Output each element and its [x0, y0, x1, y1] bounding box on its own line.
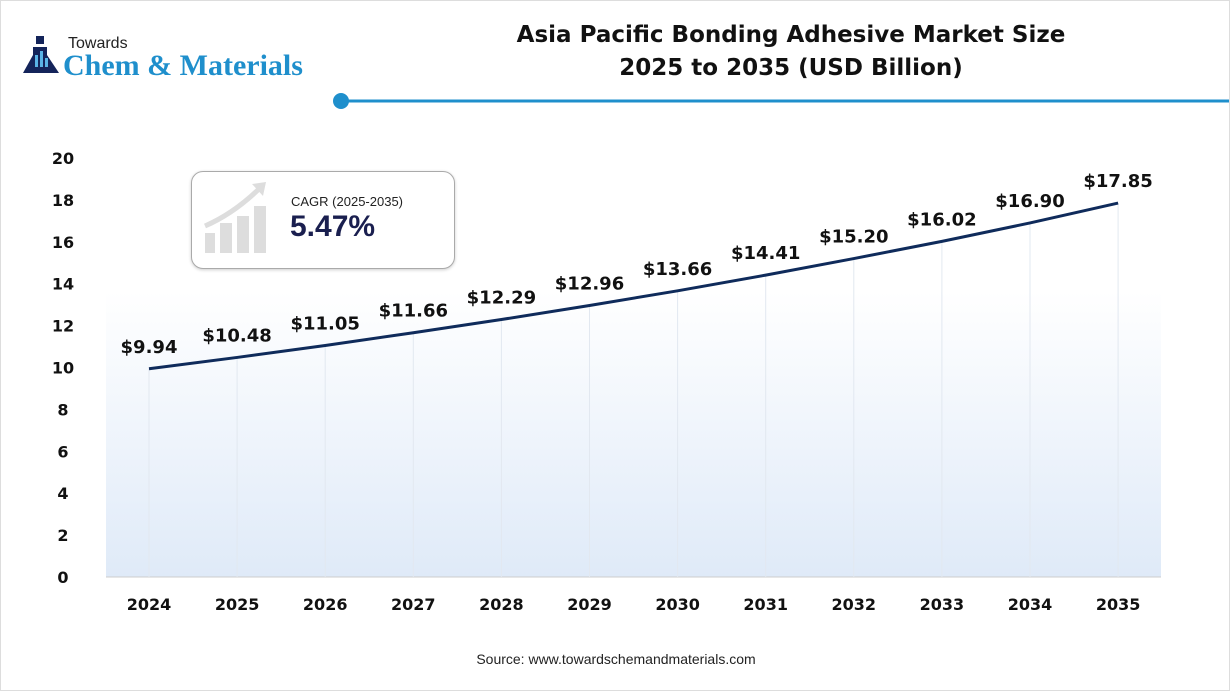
title-line-1: Asia Pacific Bonding Adhesive Market Siz… [516, 22, 1066, 48]
data-label: $12.29 [467, 288, 536, 309]
cagr-value: 5.47% [290, 210, 376, 243]
y-tick-label: 10 [52, 359, 74, 378]
cagr-label: CAGR (2025-2035) [291, 194, 403, 209]
y-tick-label: 16 [52, 233, 74, 252]
y-tick-label: 8 [57, 400, 68, 419]
logo-text-brand: Chem & Materials [63, 49, 303, 82]
y-tick-label: 6 [57, 442, 68, 461]
x-tick-label: 2026 [303, 595, 348, 614]
y-tick-label: 20 [52, 149, 74, 168]
data-label: $16.90 [995, 191, 1064, 212]
growth-chart-icon [204, 182, 266, 253]
y-tick-label: 18 [52, 191, 74, 210]
x-tick-label: 2035 [1096, 595, 1141, 614]
series-line [148, 201, 1119, 371]
plot-area-background [106, 291, 1161, 577]
x-tick-label: 2025 [215, 595, 260, 614]
y-tick-label: 2 [57, 526, 68, 545]
data-label: $10.48 [202, 325, 271, 346]
data-label: $16.02 [907, 209, 976, 230]
data-label: $14.41 [731, 243, 800, 264]
title-line-2: 2025 to 2035 (USD Billion) [619, 55, 963, 81]
x-tick-label: 2034 [1008, 595, 1053, 614]
data-label: $11.66 [379, 301, 448, 322]
data-label: $9.94 [121, 337, 178, 358]
data-label: $11.05 [290, 314, 359, 335]
data-label: $15.20 [819, 227, 888, 248]
x-tick-label: 2024 [127, 595, 172, 614]
x-tick-label: 2027 [391, 595, 436, 614]
x-tick-label: 2028 [479, 595, 524, 614]
title-underline-dot [333, 93, 349, 109]
logo-text-towards: Towards [68, 35, 128, 52]
y-tick-label: 12 [52, 317, 74, 336]
x-tick-label: 2030 [655, 595, 700, 614]
chart-title: Asia Pacific Bonding Adhesive Market Siz… [441, 19, 1141, 85]
data-label: $17.85 [1083, 171, 1152, 192]
x-tick-label: 2031 [743, 595, 788, 614]
x-tick-label: 2032 [832, 595, 877, 614]
y-tick-label: 4 [57, 484, 68, 503]
data-label: $13.66 [643, 259, 712, 280]
source-text: Source: www.towardschemandmaterials.com [476, 651, 756, 667]
data-label: $12.96 [555, 273, 624, 294]
y-tick-label: 14 [52, 275, 74, 294]
cagr-box: CAGR (2025-2035) 5.47% [191, 171, 455, 269]
flask-logo-icon [23, 36, 59, 73]
x-tick-label: 2029 [567, 595, 612, 614]
y-tick-label: 0 [57, 568, 68, 587]
x-tick-label: 2033 [920, 595, 965, 614]
